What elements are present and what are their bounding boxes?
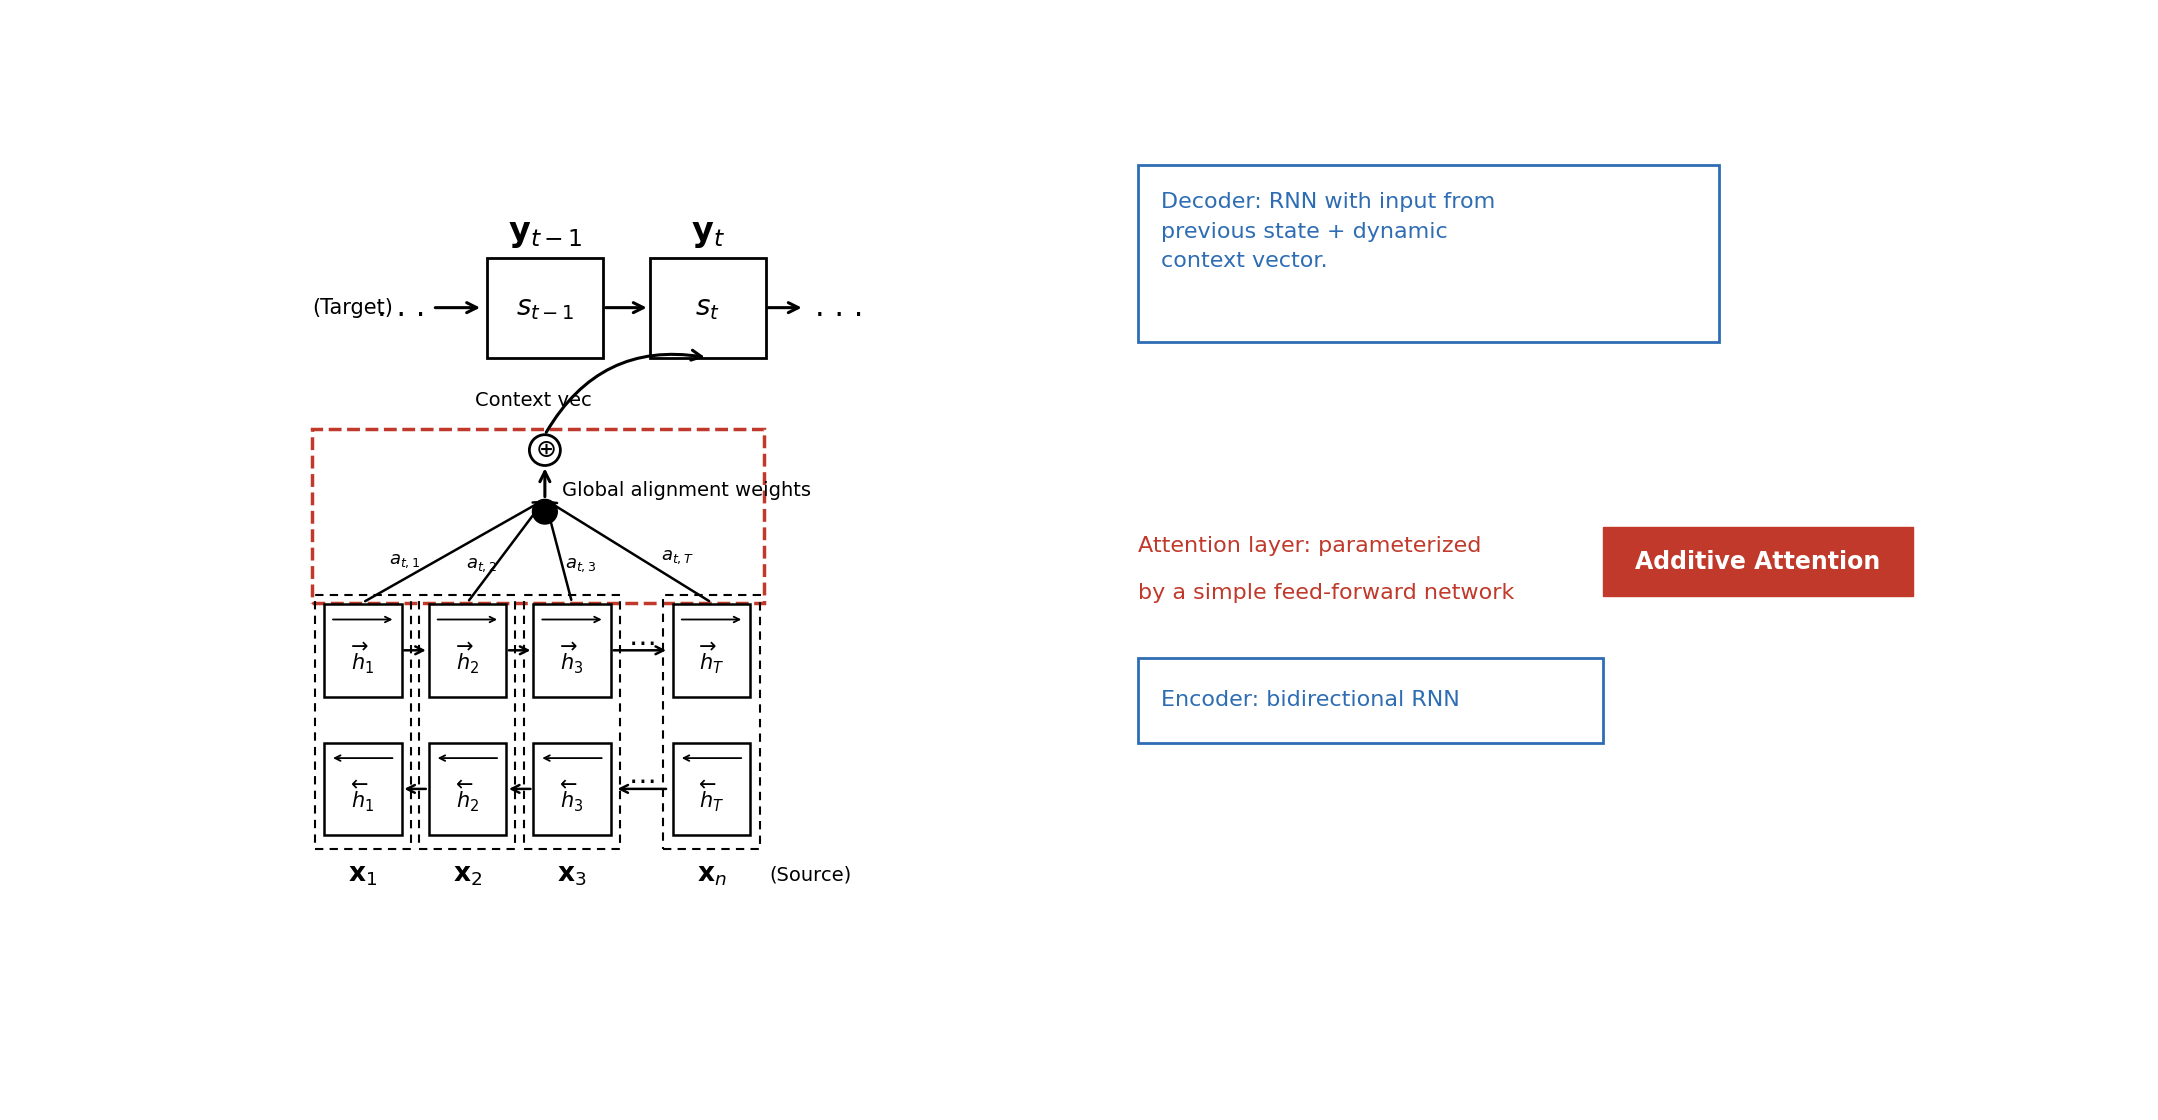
Text: $\cdots$: $\cdots$ xyxy=(628,767,656,795)
Bar xyxy=(429,604,507,697)
Text: $\overleftarrow{h}_{3}$: $\overleftarrow{h}_{3}$ xyxy=(561,778,583,814)
Text: $a_{t,2}$: $a_{t,2}$ xyxy=(466,557,496,575)
FancyArrowPatch shape xyxy=(509,646,529,654)
Bar xyxy=(1137,657,1603,743)
Text: $\mathbf{x}_{2}$: $\mathbf{x}_{2}$ xyxy=(453,862,481,888)
Text: (Source): (Source) xyxy=(770,866,852,885)
Text: $\oplus$: $\oplus$ xyxy=(535,438,555,463)
Bar xyxy=(1137,165,1720,343)
Bar xyxy=(324,743,401,836)
Bar xyxy=(663,595,760,849)
FancyArrowPatch shape xyxy=(468,504,542,600)
Text: $\mathbf{x}_{n}$: $\mathbf{x}_{n}$ xyxy=(697,862,727,888)
Circle shape xyxy=(529,435,561,466)
FancyArrowPatch shape xyxy=(404,646,423,654)
FancyArrowPatch shape xyxy=(544,505,572,600)
Bar xyxy=(488,258,602,357)
Text: $a_{t,T}$: $a_{t,T}$ xyxy=(660,549,695,567)
Text: $\overleftarrow{h}_{2}$: $\overleftarrow{h}_{2}$ xyxy=(455,778,479,814)
Text: Context vec: Context vec xyxy=(475,391,591,410)
Text: $\mathbf{y}_t$: $\mathbf{y}_t$ xyxy=(691,217,725,250)
Text: $\mathbf{y}_{t-1}$: $\mathbf{y}_{t-1}$ xyxy=(507,217,583,250)
Bar xyxy=(650,258,766,357)
Text: $s_t$: $s_t$ xyxy=(695,293,721,321)
Text: $\overleftarrow{h}_{T}$: $\overleftarrow{h}_{T}$ xyxy=(699,778,725,814)
FancyArrowPatch shape xyxy=(408,785,425,793)
Bar xyxy=(533,604,611,697)
FancyArrowPatch shape xyxy=(768,302,798,312)
Bar xyxy=(324,604,401,697)
FancyArrowPatch shape xyxy=(365,502,540,601)
Bar xyxy=(429,743,507,836)
Text: $\overrightarrow{h}_{2}$: $\overrightarrow{h}_{2}$ xyxy=(455,641,479,675)
Bar xyxy=(315,595,410,849)
Bar xyxy=(1603,528,1912,596)
Text: $s_{t-1}$: $s_{t-1}$ xyxy=(516,293,574,321)
Text: Encoder: bidirectional RNN: Encoder: bidirectional RNN xyxy=(1161,690,1459,710)
Text: Global alignment weights: Global alignment weights xyxy=(561,480,811,500)
Text: Decoder: RNN with input from
previous state + dynamic
context vector.: Decoder: RNN with input from previous st… xyxy=(1161,193,1495,271)
Bar xyxy=(524,595,619,849)
Bar xyxy=(313,429,764,603)
Text: $\cdots$: $\cdots$ xyxy=(628,628,656,656)
FancyArrowPatch shape xyxy=(606,302,643,312)
Text: $\overrightarrow{h}_{3}$: $\overrightarrow{h}_{3}$ xyxy=(561,641,583,675)
Text: $\overrightarrow{h}_{T}$: $\overrightarrow{h}_{T}$ xyxy=(699,641,725,675)
FancyArrowPatch shape xyxy=(550,502,710,601)
Circle shape xyxy=(533,500,557,524)
Bar xyxy=(533,743,611,836)
Text: by a simple feed-forward network: by a simple feed-forward network xyxy=(1137,582,1515,603)
Text: $\overleftarrow{h}_{1}$: $\overleftarrow{h}_{1}$ xyxy=(352,778,373,814)
Bar xyxy=(419,595,516,849)
FancyArrowPatch shape xyxy=(613,646,663,654)
Text: $\mathbf{x}_{3}$: $\mathbf{x}_{3}$ xyxy=(557,862,587,888)
Text: (Target): (Target) xyxy=(313,298,393,318)
Text: $\overrightarrow{h}_{1}$: $\overrightarrow{h}_{1}$ xyxy=(352,641,373,675)
Bar xyxy=(673,743,751,836)
Text: . . .: . . . xyxy=(378,293,425,323)
FancyArrowPatch shape xyxy=(619,785,667,793)
Text: . . .: . . . xyxy=(816,293,863,323)
FancyArrowPatch shape xyxy=(546,351,701,432)
FancyArrowPatch shape xyxy=(540,472,550,496)
Text: Additive Attention: Additive Attention xyxy=(1636,550,1880,573)
FancyArrowPatch shape xyxy=(436,302,477,312)
Text: $a_{t,1}$: $a_{t,1}$ xyxy=(388,552,421,570)
Text: $\mathbf{x}_{1}$: $\mathbf{x}_{1}$ xyxy=(347,862,378,888)
FancyArrowPatch shape xyxy=(511,785,531,793)
Text: $a_{t,3}$: $a_{t,3}$ xyxy=(565,557,598,575)
Text: Attention layer: parameterized: Attention layer: parameterized xyxy=(1137,536,1480,557)
Bar xyxy=(673,604,751,697)
